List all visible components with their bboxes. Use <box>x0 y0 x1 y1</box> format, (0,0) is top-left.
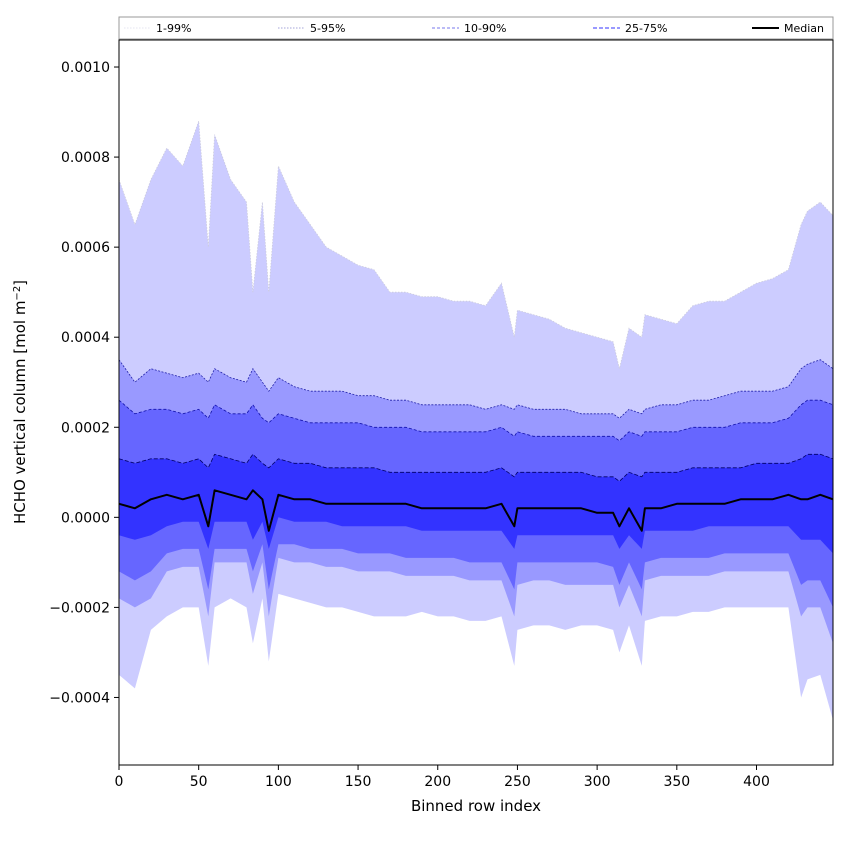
x-tick-label: 50 <box>190 774 208 790</box>
y-axis-label-main: HCHO vertical column [mol m <box>11 301 29 524</box>
y-tick-label: 0.0002 <box>61 420 110 436</box>
band-upper-edge-1-99- <box>118 120 834 369</box>
legend-label: 10-90% <box>464 22 506 35</box>
y-tick-label: 0.0006 <box>61 240 110 256</box>
y-tick-label: −0.0004 <box>49 690 110 706</box>
y-tick-label: 0.0008 <box>61 150 110 166</box>
band-25-75- <box>119 454 833 554</box>
median-line <box>118 489 834 532</box>
plot-frame <box>118 39 834 766</box>
x-axis-ticks: 0 50 100 150 200 250 300 350 400 <box>115 765 770 790</box>
percentile-bands <box>119 121 833 721</box>
y-tick-label: 0.0004 <box>61 330 110 346</box>
x-tick-label: 250 <box>504 774 531 790</box>
legend-label: 5-95% <box>310 22 345 35</box>
median-layer <box>118 489 834 532</box>
percentile-band-edges <box>118 120 834 482</box>
x-tick-label: 200 <box>424 774 451 790</box>
band-upper-edge-5-95- <box>118 359 834 419</box>
x-tick-label: 150 <box>345 774 372 790</box>
y-tick-label: 0.0000 <box>61 510 110 526</box>
x-tick-label: 300 <box>584 774 611 790</box>
y-tick-label: 0.0010 <box>61 60 110 76</box>
x-tick-label: 100 <box>265 774 292 790</box>
y-axis-label: HCHO vertical column [mol m−2] <box>11 280 29 524</box>
y-tick-label: −0.0002 <box>49 600 110 616</box>
legend-label: 1-99% <box>156 22 191 35</box>
band-upper-edge-10-90- <box>118 399 834 442</box>
legend: 1-99% 5-95% 10-90% 25-75% Median <box>118 16 834 40</box>
x-tick-label: 400 <box>743 774 770 790</box>
legend-frame <box>118 16 834 40</box>
band-upper-edge-25-75- <box>118 453 834 482</box>
legend-label: Median <box>784 22 824 35</box>
y-axis-label-sup: −2 <box>12 286 23 301</box>
legend-label: 25-75% <box>625 22 667 35</box>
y-axis-ticks: −0.0004 −0.0002 0.0000 0.0002 0.0004 0.0006 0.… <box>49 60 119 706</box>
x-tick-label: 0 <box>115 774 124 790</box>
x-axis-label: Binned row index <box>411 797 541 815</box>
y-axis-label-tail: ] <box>11 280 29 286</box>
x-tick-label: 350 <box>663 774 690 790</box>
